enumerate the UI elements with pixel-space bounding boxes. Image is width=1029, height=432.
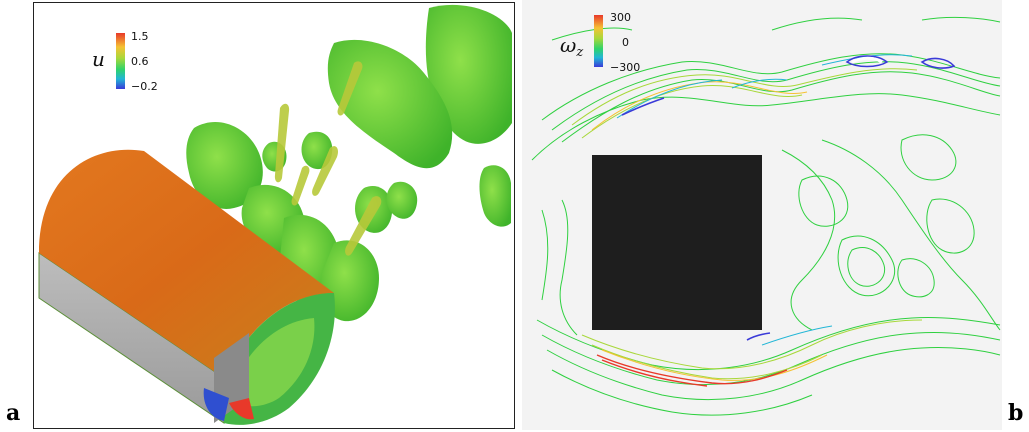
colorbar-vorticity: ωz 300 0 −300 bbox=[560, 11, 640, 74]
colorbar-tick-max: 300 bbox=[610, 11, 631, 24]
panel-a-canvas: u 1.5 0.6 −0.2 bbox=[38, 4, 512, 425]
colorbar-tick-max: 1.5 bbox=[131, 30, 149, 43]
colorbar-gradient bbox=[594, 15, 603, 67]
colorbar-variable: ωz bbox=[560, 33, 583, 60]
square-cylinder-body bbox=[592, 155, 762, 330]
colorbar-tick-min: −0.2 bbox=[131, 80, 158, 93]
colorbar-gradient bbox=[116, 33, 125, 89]
panel-b-vorticity-contours: ωz 300 0 −300 bbox=[522, 0, 1002, 430]
colorbar-tick-mid: 0.6 bbox=[131, 55, 149, 68]
panel-label-a: a bbox=[6, 400, 21, 426]
panel-label-b: b bbox=[1008, 400, 1024, 426]
colorbar-tick-min: −300 bbox=[610, 61, 640, 74]
panel-b-canvas: ωz 300 0 −300 bbox=[531, 11, 1001, 416]
vorticity-contours bbox=[531, 16, 1001, 416]
colorbar-tick-mid: 0 bbox=[622, 36, 629, 49]
colorbar-variable: u bbox=[92, 47, 105, 71]
colorbar-u: u 1.5 0.6 −0.2 bbox=[92, 30, 158, 93]
cylinder-body bbox=[38, 149, 335, 425]
panel-a-vortex-isosurface: u 1.5 0.6 −0.2 bbox=[33, 2, 515, 429]
vortex-rods bbox=[274, 61, 382, 256]
